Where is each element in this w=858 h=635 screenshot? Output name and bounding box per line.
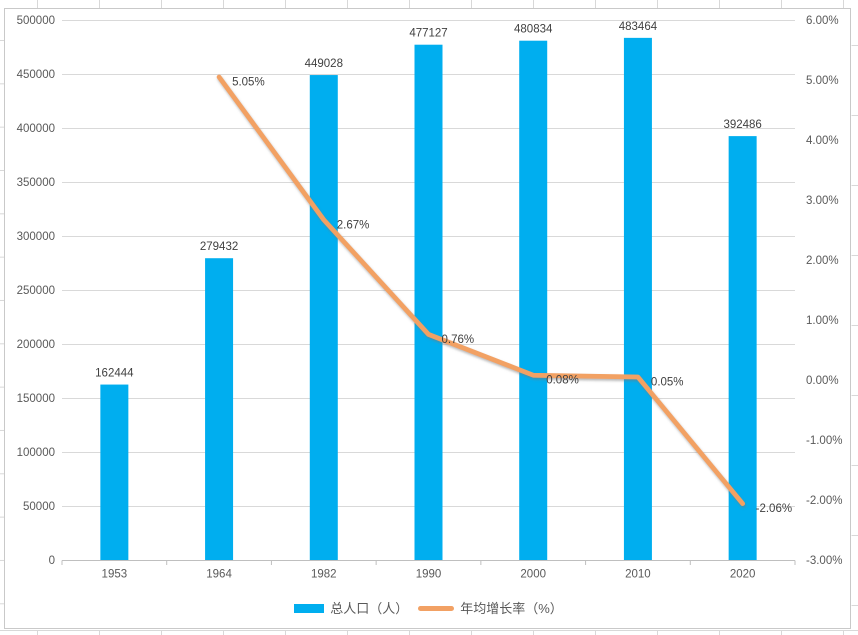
line-value-label: -2.06% — [756, 503, 792, 515]
legend-label-total-population: 总人口（人） — [330, 600, 409, 616]
line-value-label: 2.67% — [337, 219, 370, 231]
bar-value-label: 480834 — [514, 24, 553, 36]
bar-2020 — [728, 136, 757, 561]
bar-value-label: 392486 — [723, 119, 761, 131]
bar-value-label: 162444 — [95, 368, 134, 380]
category-label-2010: 2010 — [625, 569, 651, 581]
bar-2000 — [519, 40, 548, 560]
legend-line-swatch — [418, 605, 455, 611]
legend-item-growth-rate[interactable]: 年均增长率（%） — [418, 602, 563, 615]
left-axis-tick-label: 350000 — [17, 177, 55, 189]
right-axis-tick-label: 1.00% — [806, 315, 839, 327]
legend-bar-swatch — [294, 603, 325, 613]
category-labels: 1953 1964 1982 1990 2000 2010 2020 — [102, 569, 756, 581]
right-axis-tick-label: -2.00% — [806, 495, 842, 507]
bar-1982 — [309, 75, 338, 561]
bar-series-total-population — [100, 37, 757, 561]
x-axis — [61, 560, 796, 565]
category-label-1990: 1990 — [416, 569, 442, 581]
left-axis-tick-label: 450000 — [17, 69, 55, 81]
chart-legend: 总人口（人） 年均增长率（%） — [62, 598, 795, 618]
category-label-1953: 1953 — [102, 569, 128, 581]
left-axis-tick-label: 300000 — [17, 231, 55, 243]
right-axis-tick-label: 6.00% — [806, 15, 839, 27]
right-axis-tick-label: 2.00% — [806, 255, 839, 267]
left-axis-tick-label: 150000 — [17, 393, 55, 405]
left-axis-tick-label: 0 — [49, 555, 55, 567]
left-axis-tick-label: 250000 — [17, 285, 55, 297]
left-axis-tick-label: 50000 — [23, 501, 55, 513]
right-axis-tick-label: 4.00% — [806, 135, 839, 147]
category-label-1964: 1964 — [206, 569, 232, 581]
bar-1964 — [205, 258, 234, 560]
right-axis-tick-label: 0.00% — [806, 375, 839, 387]
growth-rate-line — [216, 74, 746, 506]
bar-1990 — [414, 44, 443, 561]
left-axis-tick-label: 400000 — [17, 123, 55, 135]
bar-value-label: 477127 — [409, 28, 447, 40]
category-label-1982: 1982 — [311, 569, 337, 581]
bar-1953 — [100, 384, 129, 560]
line-value-label: 0.08% — [546, 375, 579, 387]
legend-label-growth-rate: 年均增长率（%） — [460, 600, 563, 616]
right-axis-tick-label: 5.00% — [806, 75, 839, 87]
bar-value-labels: 162444 279432 449028 477127 480834 483464 3924… — [95, 21, 762, 380]
bar-value-label: 483464 — [619, 21, 658, 33]
line-value-labels: 5.05% 2.67% 0.76% 0.08% 0.05% -2.06% — [232, 77, 792, 516]
line-value-label: 0.76% — [442, 334, 475, 346]
left-axis-labels: 5000004500004000003500003000002500002000… — [17, 15, 55, 567]
category-label-2020: 2020 — [730, 569, 756, 581]
legend-item-total-population[interactable]: 总人口（人） — [294, 602, 408, 615]
right-axis-tick-label: -1.00% — [806, 435, 842, 447]
left-axis-tick-label: 200000 — [17, 339, 55, 351]
left-axis-tick-label: 100000 — [17, 447, 55, 459]
line-value-label: 0.05% — [651, 377, 684, 389]
left-axis-tick-label: 500000 — [17, 15, 55, 27]
bar-value-label: 449028 — [305, 58, 343, 70]
right-axis-tick-label: 3.00% — [806, 195, 839, 207]
bar-value-label: 279432 — [200, 241, 238, 253]
category-label-2000: 2000 — [520, 569, 546, 581]
right-axis-labels: 6.00% 5.00% 4.00% 3.00% 2.00% 1.00% 0.00% -1.00… — [806, 15, 842, 567]
bar-2010 — [623, 37, 652, 560]
right-axis-tick-label: -3.00% — [806, 555, 842, 567]
line-value-label: 5.05% — [232, 77, 265, 89]
